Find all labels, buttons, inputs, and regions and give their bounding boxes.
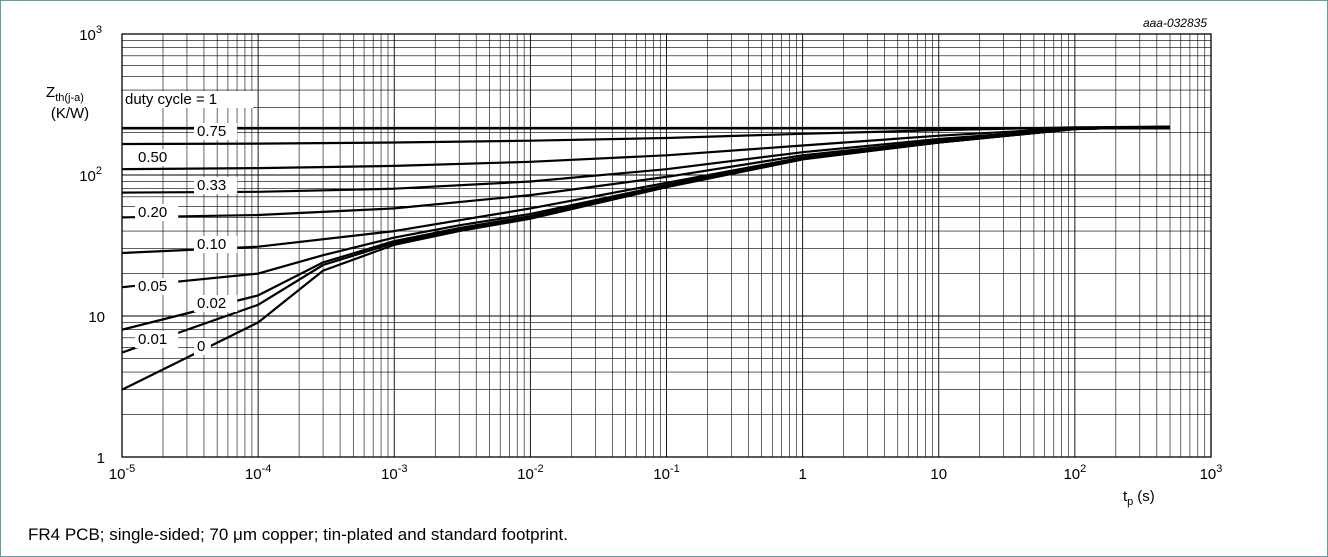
x-tick-label: 102 [1063, 463, 1086, 483]
x-tick-label: 10-1 [653, 463, 679, 483]
series-label-text: 0.33 [197, 177, 226, 194]
x-axis-label: tp (s) [1123, 488, 1155, 508]
series-label-text: 0.50 [138, 149, 167, 166]
series-label-text: 0.10 [197, 236, 226, 253]
series-label-bg [135, 149, 179, 166]
series-label-text: 0 [197, 338, 205, 355]
series-label: 0.33 [194, 177, 238, 194]
series-label-text: 0.75 [197, 123, 226, 140]
series-line-005 [121, 125, 1171, 289]
x-tick-label: 10 [930, 466, 947, 483]
y-tick-label: 1 [97, 450, 105, 467]
x-tick-label: 10-3 [381, 463, 407, 483]
x-tick-label: 10-2 [517, 463, 543, 483]
series-label-bg [135, 331, 179, 348]
plot-border [121, 33, 1212, 458]
x-axis-label-main: t [1123, 488, 1128, 505]
series-label: 0.05 [135, 278, 179, 295]
series-label-bg [122, 91, 254, 108]
series-label: 0.50 [135, 149, 179, 166]
series-label-bg [194, 295, 238, 312]
y-axis-label-main: Z [46, 84, 55, 101]
series-label: 0.75 [194, 123, 238, 140]
x-tick-label: 10-5 [109, 463, 135, 483]
figure-caption: FR4 PCB; single-sided; 70 μm copper; tin… [28, 525, 568, 544]
x-axis-label-sub: p [1127, 496, 1133, 508]
series-line-0 [121, 125, 1171, 391]
series-label: 0.02 [194, 295, 238, 312]
series-label-bg [135, 204, 179, 221]
series-label-bg [135, 278, 179, 295]
series-label-bg [194, 236, 238, 253]
series-label-text: 0.02 [197, 295, 226, 312]
series-line-075 [121, 125, 1171, 146]
y-axis-label: Zth(j-a) [46, 84, 84, 104]
series-label-text: 0.01 [138, 331, 167, 348]
figure-id: aaa-032835 [1143, 16, 1207, 30]
series-line-001 [121, 125, 1171, 354]
series-label: duty cycle = 1 [122, 91, 254, 108]
series-label-text: 0.20 [138, 204, 167, 221]
series-label: 0 [194, 338, 211, 355]
x-axis-label-unit: (s) [1137, 488, 1155, 505]
tick-labels: 10-5 10-4 10-3 10-2 10-1 1 10 102 103 1 10 102 103 [79, 24, 1222, 483]
series-line-050 [121, 125, 1171, 171]
series-label-text: duty cycle = 1 [125, 91, 217, 108]
series-lines [121, 125, 1171, 391]
x-tick-label: 1 [798, 466, 806, 483]
y-axis-unit: (K/W) [51, 105, 89, 122]
series-labels: duty cycle = 1 0.75 0.50 0.33 0.20 0.10 0.05 0.… [122, 91, 254, 355]
x-tick-label: 10-4 [245, 463, 271, 483]
y-axis-label-sub: th(j-a) [55, 92, 84, 104]
series-label-text: 0.05 [138, 278, 167, 295]
series-label-bg [194, 123, 238, 140]
x-tick-label: 103 [1200, 463, 1223, 483]
y-tick-label: 103 [79, 24, 102, 44]
y-tick-label: 10 [88, 309, 105, 326]
series-label: 0.10 [194, 236, 238, 253]
series-label: 0.20 [135, 204, 179, 221]
y-tick-label: 102 [79, 165, 102, 185]
grid [121, 34, 1211, 458]
series-line-033 [121, 125, 1171, 194]
thermal-impedance-chart: duty cycle = 1 0.75 0.50 0.33 0.20 0.10 0.05 0.… [46, 16, 1222, 508]
series-label-bg [194, 177, 238, 194]
series-label-bg [194, 338, 211, 355]
series-label: 0.01 [135, 331, 179, 348]
